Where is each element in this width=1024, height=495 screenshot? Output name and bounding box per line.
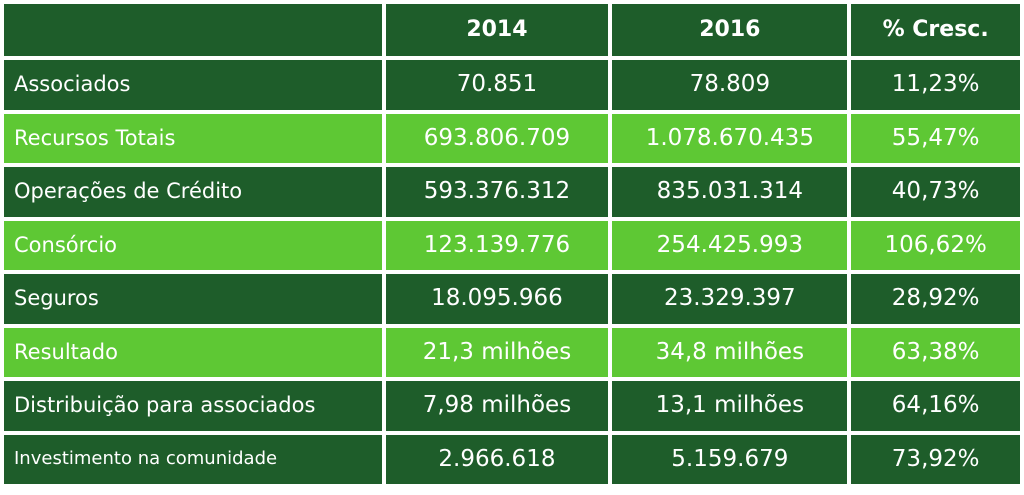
value-2016: 13,1 milhões [612, 381, 848, 431]
value-2014: 2.966.618 [385, 434, 609, 484]
table-row: Operações de Crédito 593.376.312 835.031… [4, 167, 1020, 217]
header-blank [4, 4, 382, 56]
value-2014: 693.806.709 [385, 113, 609, 163]
row-label: Distribuição para associados [4, 381, 382, 431]
value-2016: 835.031.314 [612, 167, 848, 217]
row-label: Seguros [4, 274, 382, 324]
value-2016: 34,8 milhões [612, 327, 848, 377]
header-row: 2014 2016 % Cresc. [4, 4, 1020, 56]
table-row: Recursos Totais 693.806.709 1.078.670.43… [4, 113, 1020, 163]
value-growth: 11,23% [851, 60, 1020, 110]
header-growth: % Cresc. [851, 4, 1020, 56]
value-growth: 55,47% [851, 113, 1020, 163]
table-row: Consórcio 123.139.776 254.425.993 106,62… [4, 220, 1020, 270]
value-growth: 64,16% [851, 381, 1020, 431]
value-growth: 73,92% [851, 434, 1020, 484]
table-row: Resultado 21,3 milhões 34,8 milhões 63,3… [4, 327, 1020, 377]
value-2016: 5.159.679 [612, 434, 848, 484]
row-label: Associados [4, 60, 382, 110]
table-row: Investimento na comunidade 2.966.618 5.1… [4, 434, 1020, 484]
value-2016: 254.425.993 [612, 220, 848, 270]
value-2014: 123.139.776 [385, 220, 609, 270]
header-2016: 2016 [612, 4, 848, 56]
value-2014: 21,3 milhões [385, 327, 609, 377]
row-label: Consórcio [4, 220, 382, 270]
row-label: Operações de Crédito [4, 167, 382, 217]
header-2014: 2014 [385, 4, 609, 56]
table-row: Seguros 18.095.966 23.329.397 28,92% [4, 274, 1020, 324]
value-growth: 28,92% [851, 274, 1020, 324]
value-2014: 593.376.312 [385, 167, 609, 217]
row-label: Resultado [4, 327, 382, 377]
value-growth: 63,38% [851, 327, 1020, 377]
table-row: Distribuição para associados 7,98 milhõe… [4, 381, 1020, 431]
value-2014: 7,98 milhões [385, 381, 609, 431]
value-2014: 70.851 [385, 60, 609, 110]
table-row: Associados 70.851 78.809 11,23% [4, 60, 1020, 110]
value-growth: 40,73% [851, 167, 1020, 217]
value-2014: 18.095.966 [385, 274, 609, 324]
value-2016: 78.809 [612, 60, 848, 110]
value-2016: 23.329.397 [612, 274, 848, 324]
row-label: Investimento na comunidade [4, 434, 382, 484]
row-label: Recursos Totais [4, 113, 382, 163]
value-growth: 106,62% [851, 220, 1020, 270]
value-2016: 1.078.670.435 [612, 113, 848, 163]
